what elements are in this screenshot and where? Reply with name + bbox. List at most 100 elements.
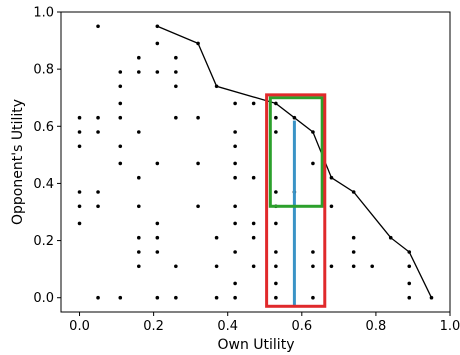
green-highlight-box — [268, 96, 324, 208]
data-point — [214, 295, 219, 300]
y-axis-ticks: 0.0 0.2 0.4 0.6 0.8 1.0 — [33, 6, 61, 306]
data-point — [214, 264, 219, 269]
x-axis-label: Own Utility — [218, 337, 295, 353]
data-point — [96, 130, 100, 134]
data-point — [274, 101, 278, 106]
data-point — [311, 250, 315, 254]
data-point — [174, 55, 178, 60]
y-tick-label: 0.2 — [33, 234, 54, 249]
data-point — [311, 295, 315, 300]
data-point — [388, 235, 393, 240]
data-point — [137, 204, 141, 209]
data-point — [233, 161, 237, 166]
data-point — [233, 295, 237, 300]
data-point — [96, 295, 100, 300]
data-point — [274, 250, 278, 254]
data-point — [274, 190, 278, 194]
data-point — [251, 175, 256, 180]
data-point — [233, 204, 237, 209]
data-point — [137, 55, 141, 60]
data-point — [311, 161, 315, 166]
data-point — [196, 204, 200, 209]
x-axis-ticks: 0.0 0.2 0.4 0.6 0.8 1.0 — [69, 312, 460, 334]
data-point — [174, 295, 178, 300]
data-point — [155, 41, 160, 46]
data-point — [292, 115, 297, 120]
data-point — [155, 221, 160, 226]
data-point — [407, 250, 412, 254]
data-point — [96, 204, 100, 209]
data-point — [429, 295, 434, 300]
data-point — [77, 115, 82, 120]
data-point — [251, 235, 256, 240]
x-tick-label: 0.6 — [291, 319, 312, 334]
data-point — [137, 70, 141, 74]
plot-frame — [60, 11, 451, 313]
data-point — [118, 101, 123, 106]
plot-background — [61, 12, 450, 312]
data-point — [311, 130, 315, 134]
data-point — [96, 115, 100, 120]
data-point — [251, 221, 256, 226]
data-point — [251, 264, 256, 269]
x-tick-label: 0.4 — [217, 319, 238, 334]
data-point — [311, 264, 315, 269]
y-tick-label: 0.0 — [33, 291, 54, 306]
x-tick-label: 0.2 — [143, 319, 164, 334]
data-point — [214, 235, 219, 240]
data-point — [118, 295, 123, 300]
data-point — [137, 130, 141, 134]
data-point — [196, 115, 200, 120]
data-point — [137, 264, 141, 269]
data-point — [274, 264, 278, 269]
data-point — [196, 161, 200, 166]
data-point — [118, 84, 123, 89]
data-point — [155, 161, 160, 166]
data-point — [274, 281, 278, 286]
data-point — [155, 250, 160, 254]
data-point — [351, 190, 356, 194]
data-point — [233, 281, 237, 286]
data-point — [155, 295, 160, 300]
data-point — [233, 221, 237, 226]
data-point — [137, 175, 141, 180]
data-point — [329, 264, 334, 269]
y-tick-label: 1.0 — [33, 6, 54, 21]
data-point — [196, 41, 200, 46]
data-point — [77, 130, 82, 134]
data-point — [351, 250, 356, 254]
data-point — [118, 115, 123, 120]
data-point — [214, 84, 219, 89]
data-point — [77, 144, 82, 149]
data-point — [274, 115, 278, 120]
y-axis-label: Opponent's Utility — [10, 99, 26, 225]
x-tick-label: 0.8 — [366, 319, 387, 334]
data-point — [77, 204, 82, 209]
data-point — [351, 264, 356, 269]
data-point — [233, 130, 237, 134]
data-point — [274, 295, 278, 300]
data-point — [174, 70, 178, 74]
data-point — [137, 250, 141, 254]
data-point — [77, 190, 82, 194]
y-tick-label: 0.6 — [33, 120, 54, 135]
data-point — [233, 144, 237, 149]
data-point — [329, 204, 334, 209]
data-point — [118, 161, 123, 166]
data-point — [274, 130, 278, 134]
data-point — [96, 24, 100, 29]
data-point — [274, 221, 278, 226]
data-point — [155, 70, 160, 74]
data-point — [118, 144, 123, 149]
data-point — [96, 190, 100, 194]
y-tick-label: 0.4 — [33, 177, 54, 192]
data-point — [407, 295, 412, 300]
data-point — [233, 101, 237, 106]
data-point — [155, 24, 160, 29]
data-point — [233, 175, 237, 180]
outcome-points — [77, 24, 434, 300]
data-point — [233, 250, 237, 254]
data-point — [77, 221, 82, 226]
data-point — [174, 264, 178, 269]
